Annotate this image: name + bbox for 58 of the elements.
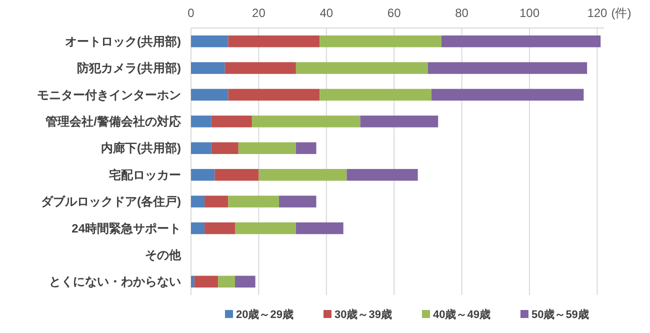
y-tick-label: ダブルロックドア(各住戸): [41, 194, 181, 209]
x-axis-title: (件): [611, 6, 632, 20]
y-tick-label: 内廊下(共用部): [101, 141, 181, 156]
x-tick-label: 40: [320, 6, 334, 20]
bar: [191, 88, 228, 101]
x-tick-label: 20: [252, 6, 266, 20]
bar: [228, 196, 280, 208]
bar: [296, 142, 316, 154]
bar: [218, 276, 236, 288]
bar: [191, 222, 205, 234]
y-tick-label: とくにない・わからない: [49, 274, 181, 289]
bar: [228, 35, 320, 48]
bar: [191, 196, 205, 208]
bar: [191, 35, 228, 48]
y-tick-label: 宅配ロッカー: [109, 168, 181, 182]
bar: [320, 35, 442, 48]
legend-label: 50歳～59歳: [531, 308, 589, 321]
bar: [258, 168, 347, 181]
x-tick-label: 60: [387, 6, 402, 20]
bar: [204, 222, 236, 234]
bar: [238, 142, 296, 154]
legend-label: 20歳～29歳: [236, 308, 294, 321]
bar: [296, 62, 428, 74]
legend-label: 40歳～49歳: [432, 308, 490, 321]
y-tick-label: オートロック(共用部): [65, 34, 181, 48]
bar: [211, 142, 238, 154]
x-tick-label: 80: [455, 6, 469, 20]
bar: [431, 88, 584, 101]
bar: [279, 196, 316, 208]
bar: [194, 276, 218, 288]
y-tick-label: 管理会社/警備会社の対応: [44, 114, 181, 128]
bar: [252, 116, 360, 128]
bar: [235, 222, 296, 234]
x-tick-label: 100: [520, 6, 540, 20]
bar: [224, 62, 296, 74]
bar: [191, 62, 225, 74]
y-tick-label: 24時間緊急サポート: [72, 221, 181, 236]
bar: [191, 116, 212, 128]
bar: [204, 196, 228, 208]
x-tick-label: 0: [188, 6, 195, 20]
bar: [235, 276, 256, 288]
y-tick-label: その他: [145, 248, 182, 262]
bar: [320, 88, 432, 101]
bar: [360, 116, 438, 128]
bar: [191, 276, 194, 288]
y-tick-label: 防犯カメラ(共用部): [77, 61, 181, 76]
y-tick-label: モニター付きインターホン: [37, 88, 181, 102]
bar: [346, 168, 418, 181]
bar: [191, 142, 212, 154]
bar: [214, 168, 259, 181]
bar: [211, 116, 252, 128]
bar: [428, 62, 588, 74]
bar: [442, 35, 601, 48]
bar: [191, 168, 215, 181]
x-tick-label: 120: [587, 6, 608, 20]
bar: [296, 222, 344, 234]
bar: [228, 88, 320, 101]
legend-label: 30歳～39歳: [334, 308, 392, 321]
